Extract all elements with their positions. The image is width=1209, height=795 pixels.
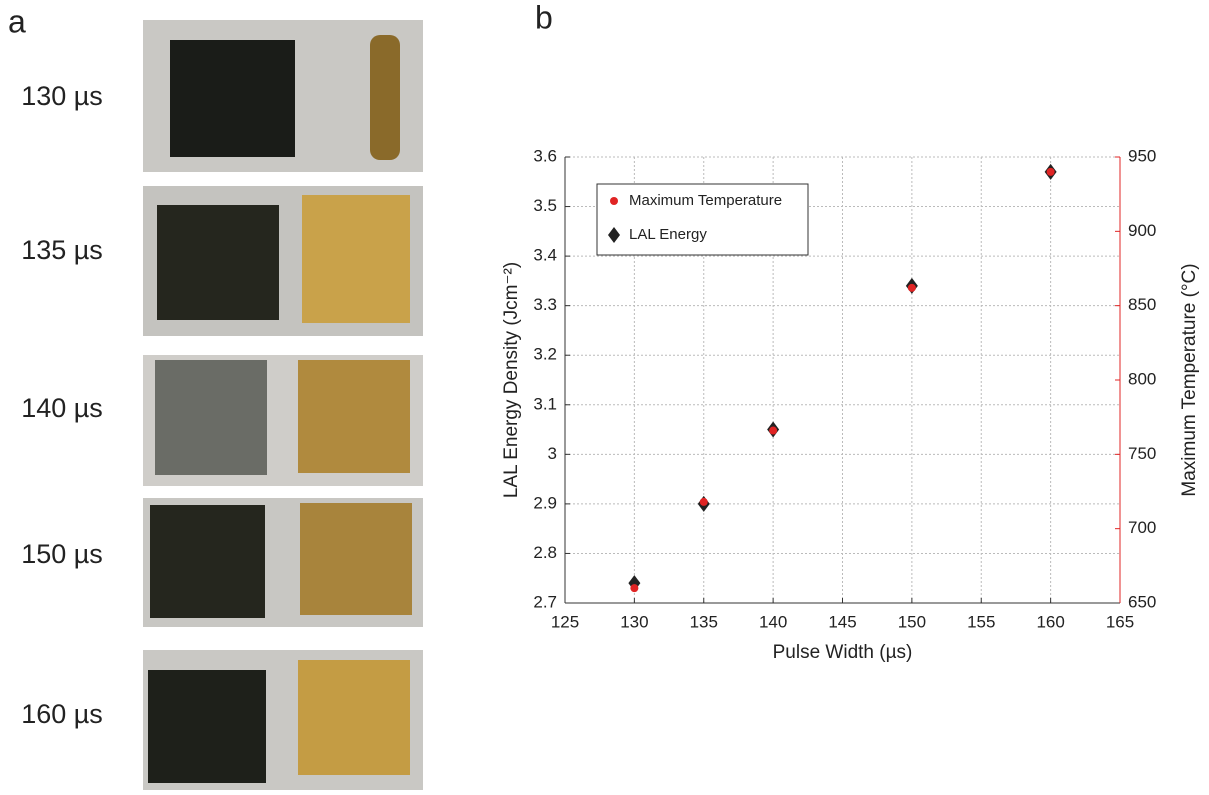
row-label: 130 µs xyxy=(21,81,103,111)
x-tick-label: 140 xyxy=(759,612,787,631)
point xyxy=(769,426,778,435)
film xyxy=(298,360,410,473)
x-tick-label: 135 xyxy=(690,612,718,631)
legend-marker xyxy=(610,197,618,205)
film xyxy=(300,503,412,615)
legend xyxy=(596,183,809,256)
x-axis-label: Pulse Width (µs) xyxy=(773,642,913,663)
y2-tick-label: 900 xyxy=(1128,221,1156,240)
point xyxy=(1046,167,1055,176)
y2-axis-label: Maximum Temperature (°C) xyxy=(1179,263,1200,496)
film xyxy=(302,195,410,323)
legend-label: Maximum Temperature xyxy=(629,192,782,209)
y-tick-label: 3.3 xyxy=(533,295,557,314)
wafer xyxy=(170,40,295,157)
point xyxy=(699,497,708,506)
x-tick-label: 130 xyxy=(620,612,648,631)
y2-tick-label: 950 xyxy=(1128,146,1156,165)
row-label: 135 µs xyxy=(21,235,103,265)
x-tick-label: 145 xyxy=(828,612,856,631)
row-label: 150 µs xyxy=(21,539,103,569)
y2-tick-label: 750 xyxy=(1128,444,1156,463)
y-tick-label: 3.1 xyxy=(533,394,557,413)
legend-marker xyxy=(608,227,620,243)
y-tick-label: 3.4 xyxy=(533,246,557,265)
x-tick-label: 165 xyxy=(1106,612,1134,631)
x-tick-label: 150 xyxy=(898,612,926,631)
photos xyxy=(143,20,423,790)
y-tick-label: 2.7 xyxy=(533,592,557,611)
y2-tick-label: 800 xyxy=(1128,369,1156,388)
x-tick-label: 155 xyxy=(967,612,995,631)
y-tick-label: 3.6 xyxy=(533,146,557,165)
point xyxy=(630,584,639,593)
panel-label: a xyxy=(8,3,26,39)
y-tick-label: 3 xyxy=(548,444,557,463)
wafer xyxy=(157,205,279,320)
row-label: 140 µs xyxy=(21,393,103,423)
point xyxy=(907,283,916,292)
panel-label: b xyxy=(535,0,553,35)
y2-tick-label: 850 xyxy=(1128,295,1156,314)
film xyxy=(370,35,400,160)
y-axis-label: LAL Energy Density (Jcm⁻²) xyxy=(501,262,522,498)
legend-label: LAL Energy xyxy=(629,226,707,243)
x-tick-label: 125 xyxy=(551,612,579,631)
x-tick-label: 160 xyxy=(1036,612,1064,631)
wafer xyxy=(148,670,266,783)
y2-tick-label: 650 xyxy=(1128,592,1156,611)
y-tick-label: 3.5 xyxy=(533,196,557,215)
wafer xyxy=(150,505,265,618)
y2-tick-label: 700 xyxy=(1128,518,1156,537)
y-tick-label: 3.2 xyxy=(533,345,557,364)
film xyxy=(298,660,410,775)
row-label: 160 µs xyxy=(21,699,103,729)
y-tick-label: 2.9 xyxy=(533,493,557,512)
wafer xyxy=(155,360,267,475)
y-tick-label: 2.8 xyxy=(533,543,557,562)
